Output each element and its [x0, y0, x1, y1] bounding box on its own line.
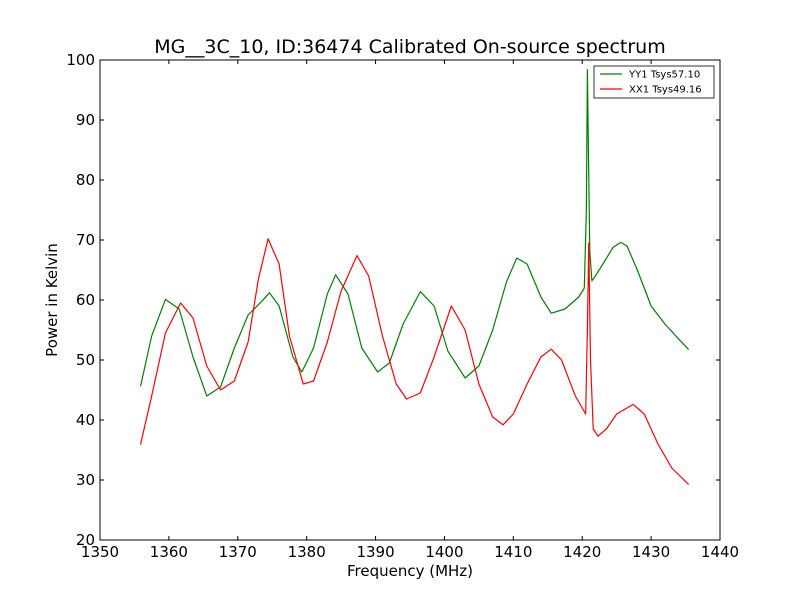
legend-label-yy1: YY1 Tsys57.10 — [628, 70, 700, 81]
y-tick-label: 50 — [76, 351, 95, 369]
chart-title: MG__3C_10, ID:36474 Calibrated On-source… — [154, 36, 665, 58]
x-tick-label: 1410 — [494, 543, 532, 561]
y-tick-label: 60 — [76, 291, 95, 309]
legend-box — [593, 65, 715, 99]
legend-label-xx1: XX1 Tsys49.16 — [629, 85, 702, 96]
y-tick-label: 20 — [76, 531, 95, 549]
series-layer — [140, 68, 689, 485]
x-tick-label: 1440 — [701, 543, 739, 561]
x-tick-label: 1390 — [356, 543, 394, 561]
x-tick-label: 1400 — [425, 543, 463, 561]
plot-frame — [99, 59, 721, 541]
y-axis-label: Power in Kelvin — [43, 243, 61, 357]
y-tick-label: 30 — [76, 471, 95, 489]
x-tick-label: 1420 — [563, 543, 601, 561]
y-tick-label: 70 — [76, 231, 95, 249]
y-axis-ticks: 20 30 40 50 60 70 80 90 100 — [66, 51, 720, 549]
x-tick-label: 1380 — [288, 543, 326, 561]
x-tick-label: 1360 — [150, 543, 188, 561]
x-tick-label: 1350 — [81, 543, 119, 561]
x-axis-ticks: 1350 1360 1370 1380 1390 1400 1410 1420 1430 1440 — [81, 60, 739, 561]
series-line-1 — [140, 238, 689, 485]
y-tick-label: 80 — [76, 171, 95, 189]
y-tick-label: 90 — [76, 111, 95, 129]
y-tick-label: 100 — [66, 51, 95, 69]
plot-area-background — [100, 60, 720, 540]
x-axis-label: Frequency (MHz) — [347, 562, 473, 580]
x-tick-label: 1430 — [632, 543, 670, 561]
y-tick-label: 40 — [76, 411, 95, 429]
x-tick-label: 1370 — [219, 543, 257, 561]
legend: YY1 Tsys57.10 XX1 Tsys49.16 — [593, 65, 715, 99]
